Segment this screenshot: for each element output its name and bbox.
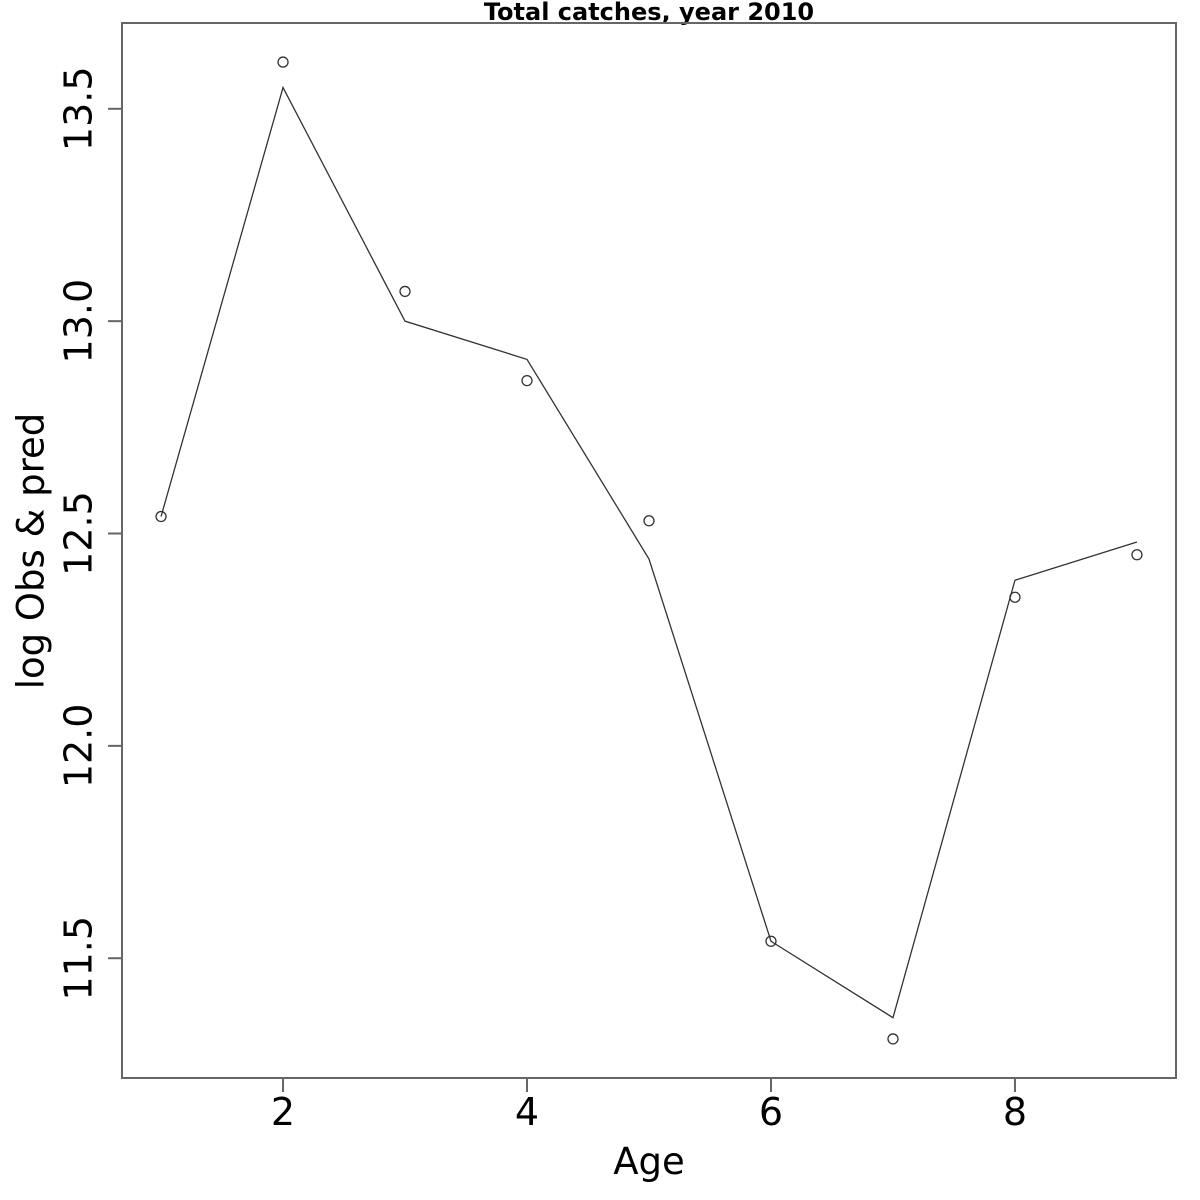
observation-point [1131,549,1143,561]
observation-point [277,56,289,68]
prediction-line [160,85,1138,1019]
plot-box [121,22,1177,1079]
observation-point [887,1033,899,1045]
y-tick-label: 12.5 [56,491,100,576]
observation-point [1009,591,1021,603]
observation-point [155,510,167,523]
y-tick-label: 13.0 [56,279,100,364]
x-tick-label: 6 [759,1090,783,1134]
x-tick-label: 4 [515,1090,539,1134]
x-tick-label: 2 [271,1090,295,1134]
y-tick-label: 12.0 [56,704,100,789]
y-tick-label: 13.5 [56,66,100,151]
observation-point [765,935,777,947]
observation-point [521,374,533,387]
y-tick-label: 11.5 [56,916,100,1001]
x-tick-label: 8 [1003,1090,1027,1134]
observation-point [643,515,655,527]
observation-point [399,285,411,298]
chart-title: Total catches, year 2010 [483,0,815,26]
x-axis-label: Age [613,1140,685,1183]
